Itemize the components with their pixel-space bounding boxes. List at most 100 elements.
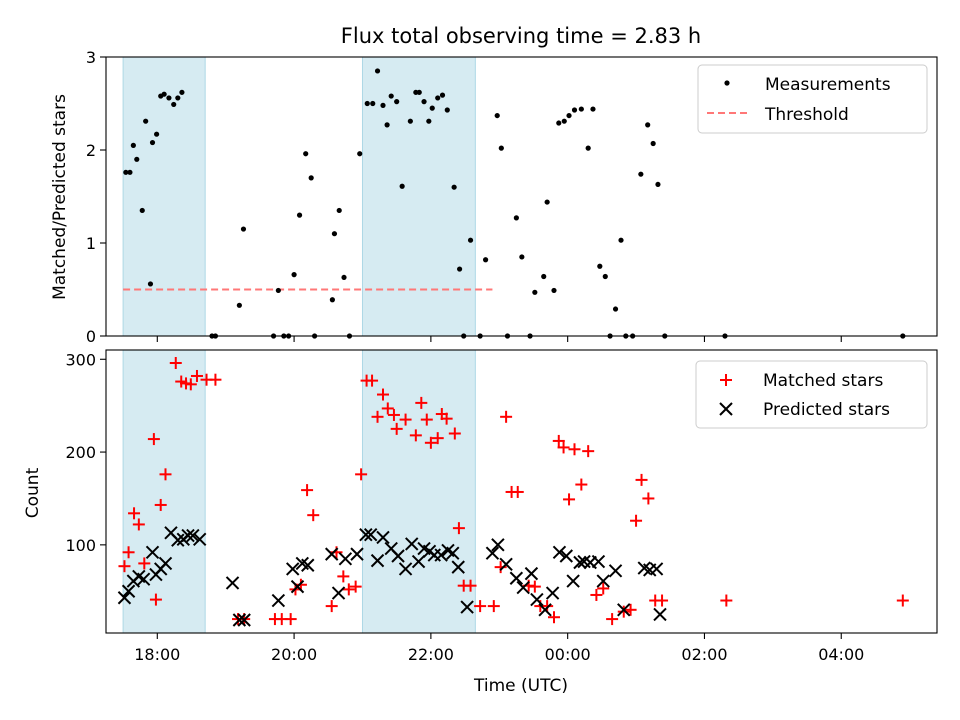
matched-star-point (390, 422, 403, 435)
matched-star-point (209, 373, 222, 386)
predicted-star-point (411, 554, 426, 569)
measurement-point (370, 100, 376, 107)
matched-star-point (138, 557, 151, 570)
predicted-star-point (171, 533, 185, 547)
measurement-point (275, 287, 281, 294)
shaded-interval-1 (361, 349, 476, 634)
top-legend: Measurements Threshold (697, 64, 928, 134)
matched-star-point (387, 408, 400, 421)
predicted-star-point (434, 548, 448, 562)
y-tick-label: 1 (86, 234, 96, 253)
predicted-star-point (524, 566, 539, 581)
matched-star-point (431, 432, 444, 445)
predicted-star-point (290, 579, 305, 594)
shaded-interval-0 (122, 56, 206, 337)
y-tick-label: 200 (65, 443, 96, 462)
bottom-x-ticks: 18:00 20:00 22:00 00:00 02:00 04:00 (134, 633, 864, 664)
matched-star-point (511, 485, 524, 498)
x-tick-label: 22:00 (408, 645, 454, 664)
predicted-star-point (186, 528, 200, 543)
matched-star-point (399, 413, 412, 426)
count-points (117, 356, 909, 627)
measurement-point (296, 212, 303, 218)
predicted-star-point (591, 554, 606, 569)
measurement-point (374, 68, 381, 74)
matched-star-point (377, 388, 389, 401)
measurement-point (650, 140, 656, 147)
predicted-star-point (545, 586, 560, 600)
measurement-point (154, 131, 160, 137)
matched-star-point (355, 468, 368, 481)
bottom-legend: Matched stars Predicted stars (695, 360, 928, 429)
matched-star-point (149, 593, 162, 606)
matched-star-point (597, 582, 610, 595)
measurement-point (329, 297, 335, 303)
measurement-point (147, 281, 154, 287)
measurement-point (394, 99, 400, 105)
chart-title: Flux total observing time = 2.83 h (341, 24, 701, 48)
measurement-point (532, 289, 538, 295)
matched-star-point (122, 546, 135, 559)
y-tick-label: 2 (86, 141, 96, 160)
shaded-interval-0 (122, 349, 206, 634)
matched-star-point (500, 410, 513, 423)
predicted-star-point (158, 556, 173, 571)
legend-predicted-label: Predicted stars (763, 400, 890, 420)
measurement-point (380, 102, 386, 108)
matched-star-point (366, 374, 379, 387)
legend-predicted-marker (719, 402, 733, 416)
legend-matched-label: Matched stars (763, 371, 883, 391)
matched-star-point (642, 492, 655, 505)
predicted-star-point (338, 552, 353, 566)
measurement-points (123, 68, 906, 339)
measurement-point (134, 156, 140, 162)
predicted-star-point (145, 545, 160, 559)
predicted-star-point (350, 547, 364, 561)
matched-star-point (606, 613, 619, 626)
measurement-point (638, 171, 644, 177)
top-plot-frame (105, 56, 938, 337)
measurement-point (291, 272, 297, 278)
matched-star-point (452, 522, 465, 535)
top-legend-box (697, 64, 928, 134)
measurement-point (467, 237, 474, 243)
matched-star-point (552, 434, 565, 447)
measurement-point (566, 112, 572, 119)
measurement-point (498, 145, 504, 151)
matched-star-point (547, 611, 560, 624)
matched-star-point (159, 468, 172, 481)
measurement-point (407, 118, 413, 124)
y-tick-label: 300 (65, 350, 96, 369)
predicted-star-point (566, 574, 580, 588)
legend-measurements-marker (724, 80, 730, 86)
matched-star-point (528, 580, 541, 593)
x-tick-label: 18:00 (134, 645, 180, 664)
matched-star-point (568, 443, 581, 456)
bottom-y-axis-label: Count (23, 467, 43, 518)
predicted-star-point (324, 547, 339, 561)
measurement-point (139, 207, 145, 214)
matched-star-point (337, 570, 350, 583)
predicted-star-point (232, 613, 247, 627)
matched-star-point (617, 605, 630, 618)
top-y-ticks: 0 1 2 3 (86, 48, 106, 346)
predicted-star-point (181, 528, 195, 543)
matched-star-point (424, 436, 437, 449)
measurement-point (130, 142, 136, 148)
measurement-point (544, 199, 550, 205)
matched-star-point (656, 594, 669, 607)
predicted-star-point (237, 613, 251, 627)
matched-star-point (190, 369, 203, 382)
x-tick-label: 04:00 (818, 645, 864, 664)
bottom-legend-box (695, 360, 928, 429)
x-tick-label: 00:00 (545, 645, 591, 664)
measurement-point (303, 151, 309, 157)
measurement-point (429, 105, 435, 111)
predicted-star-point (485, 546, 500, 560)
x-tick-label: 20:00 (271, 645, 317, 664)
measurement-point (388, 93, 394, 99)
measurement-point (421, 99, 427, 105)
predicted-star-point (596, 574, 610, 588)
measurement-point (590, 106, 596, 112)
